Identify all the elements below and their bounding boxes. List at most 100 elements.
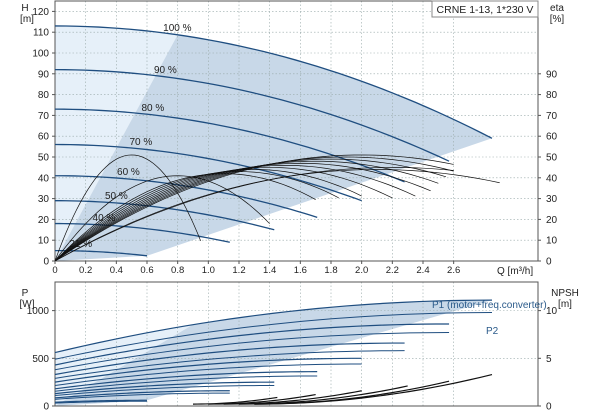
- q-tick-label: 2.0: [355, 265, 368, 276]
- eta-tick-label: 0: [546, 257, 552, 268]
- speed-curve-label: 40 %: [93, 213, 116, 224]
- p1-curve: [54, 357, 362, 383]
- head-tick-label: 0: [43, 257, 49, 268]
- head-tick-label: 40: [38, 173, 50, 184]
- speed-curve: [54, 68, 450, 162]
- eta-tick-label: 60: [546, 132, 558, 143]
- head-tick-label: 80: [38, 90, 50, 101]
- bottom-left-axis-label: P: [22, 288, 29, 299]
- head-tick-label: 10: [38, 236, 50, 247]
- eta-tick-label: 50: [546, 153, 558, 164]
- power-operating-region: [55, 300, 492, 406]
- eta-tick-label: 10: [546, 236, 558, 247]
- npsh-curve: [254, 380, 450, 405]
- q-tick-label: 0.4: [110, 265, 123, 276]
- head-tick-label: 60: [38, 132, 50, 143]
- power-tick-label: 500: [32, 354, 49, 365]
- p2-curve: [54, 375, 318, 392]
- speed-curve-label: 70 %: [129, 137, 152, 148]
- top-right-axis-label: eta: [550, 3, 564, 14]
- p2-curve: [54, 312, 493, 360]
- npsh-curve: [223, 390, 362, 405]
- power-tick-label: 0: [43, 402, 49, 413]
- q-tick-label: 1.8: [324, 265, 337, 276]
- p2-curve: [54, 400, 148, 404]
- head-tick-label: 110: [33, 28, 49, 39]
- npsh-curve: [238, 385, 408, 405]
- npsh-curve: [192, 396, 278, 405]
- speed-curve-label: 100 %: [163, 23, 191, 34]
- q-tick-label: 1.4: [263, 265, 276, 276]
- top-right-axis-unit: [%]: [550, 14, 565, 25]
- power-tick-label: 1000: [27, 306, 50, 317]
- p1-curve: [54, 299, 493, 354]
- bottom-right-axis-unit: [m]: [558, 299, 572, 310]
- efficiency-curve: [54, 171, 339, 262]
- p1-curve: [54, 390, 230, 399]
- legend-p1: P1 (motor+freq.converter): [432, 300, 547, 311]
- eta-tick-label: 70: [546, 111, 558, 122]
- efficiency-curve: [54, 173, 316, 262]
- speed-curve-label: 60 %: [117, 167, 140, 178]
- speed-curve-label: 21 %: [69, 239, 92, 250]
- q-tick-label: 2.6: [447, 265, 460, 276]
- top-left-axis-label: H: [21, 3, 28, 14]
- q-tick-label: 0: [52, 265, 57, 276]
- npsh-tick-label: 0: [546, 402, 552, 413]
- eta-tick-label: 90: [546, 69, 558, 80]
- npsh-tick-label: 10: [546, 306, 558, 317]
- head-tick-label: 20: [38, 215, 50, 226]
- bottom-right-axis-label: NPSH: [551, 288, 579, 299]
- power-npsh-panel: 0 500 1000 0 5 10: [27, 281, 558, 413]
- eta-tick-label: 20: [546, 215, 558, 226]
- head-tick-label: 50: [38, 153, 50, 164]
- head-tick-label: 30: [38, 194, 50, 205]
- eta-tick-label: 80: [546, 90, 558, 101]
- p2-curve: [54, 350, 405, 379]
- p1-curve: [54, 371, 318, 390]
- p1-curve: [54, 381, 275, 395]
- bottom-plot-frame: [54, 281, 539, 407]
- title-box-frame: [431, 0, 539, 18]
- x-axis-label: Q [m³/h]: [497, 266, 533, 277]
- light-operating-region: [55, 25, 178, 262]
- p2-curve: [54, 363, 362, 386]
- speed-curve: [54, 25, 493, 139]
- top-left-axis-unit: [m]: [20, 14, 34, 25]
- bottom-left-axis-unit: [W]: [20, 299, 35, 310]
- p2-curve: [54, 384, 275, 397]
- p1-curve: [54, 399, 148, 403]
- head-efficiency-panel: 100 % 90 % 80 % 70 % 60 % 50 % 40 % 21 % 0 10 20 30…: [32, 0, 558, 276]
- main-operating-region: [55, 34, 492, 261]
- head-tick-label: 120: [32, 7, 49, 18]
- eta-tick-label: 40: [546, 173, 558, 184]
- q-tick-label: 2.4: [416, 265, 429, 276]
- top-plot-frame: [54, 0, 539, 262]
- npsh-tick-label: 5: [546, 354, 552, 365]
- q-tick-label: 0.2: [79, 265, 92, 276]
- title-box: CRNE 1-13, 1*230 V: [431, 0, 539, 18]
- q-tick-label: 0.6: [140, 265, 153, 276]
- efficiency-curve: [54, 167, 454, 262]
- head-tick-label: 100: [32, 49, 49, 60]
- efficiency-curve: [54, 175, 270, 262]
- speed-curve-label: 80 %: [141, 103, 164, 114]
- head-tick-label: 70: [38, 111, 50, 122]
- p1-curve: [54, 323, 450, 366]
- legend-p2: P2: [486, 326, 499, 337]
- chart-title: CRNE 1-13, 1*230 V: [437, 4, 534, 16]
- npsh-curve: [254, 373, 493, 405]
- speed-curve: [54, 143, 362, 202]
- p1-curve: [54, 342, 405, 376]
- speed-curve: [54, 222, 230, 243]
- p2-curve: [54, 392, 230, 400]
- p2-curve: [54, 332, 450, 371]
- npsh-curve: [208, 393, 316, 405]
- q-tick-label: 1.0: [202, 265, 215, 276]
- speed-curve-label: 50 %: [105, 191, 128, 202]
- eta-tick-label: 30: [546, 194, 558, 205]
- speed-curve-label: 90 %: [154, 65, 177, 76]
- speed-curve: [54, 200, 275, 231]
- q-tick-label: 1.6: [294, 265, 307, 276]
